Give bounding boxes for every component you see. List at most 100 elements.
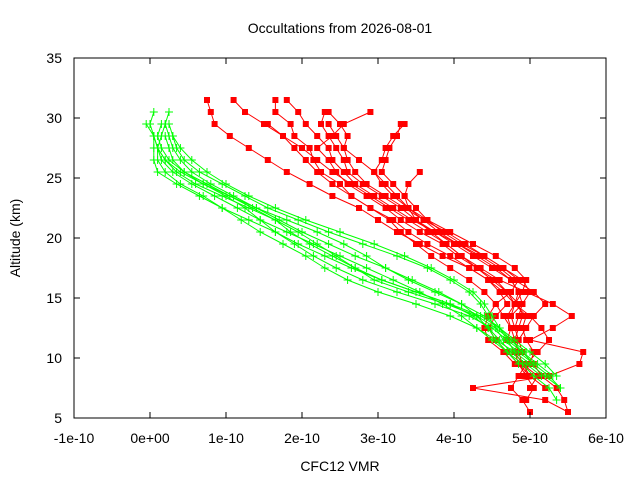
data-point [290,240,299,248]
data-point [508,277,514,283]
data-point [523,289,530,295]
data-point [291,145,298,151]
data-point [157,120,166,128]
data-point [325,145,332,151]
data-point [244,216,253,224]
data-point [446,312,455,320]
x-tick-label: 5e-10 [512,430,548,446]
data-point [413,241,419,247]
data-point [237,216,246,224]
data-point [306,145,313,151]
data-point [462,241,469,247]
data-point [397,205,404,211]
data-point [348,181,355,187]
data-point [397,229,404,235]
data-point [168,132,177,140]
data-point [149,108,158,116]
data-point [546,337,552,343]
data-point [465,312,474,320]
data-point [325,157,332,163]
data-point [530,385,537,391]
data-point [378,169,385,175]
data-point [538,325,545,331]
data-point [454,253,461,259]
data-point [378,157,385,163]
data-point [204,97,210,103]
data-point [339,240,348,248]
profile-series [161,132,557,380]
data-point [272,97,279,103]
data-point [537,372,546,380]
series-line [153,135,535,365]
data-point [191,180,200,188]
data-point [344,157,351,163]
profile-series [371,121,522,331]
series-line [145,123,542,377]
data-point [367,109,374,115]
data-point [523,277,530,283]
data-point [314,133,321,139]
data-point [413,205,419,211]
y-tick-label: 20 [46,230,62,246]
x-tick-label: 4e-10 [436,430,472,446]
data-point [523,325,530,331]
data-point [405,229,412,235]
data-point [333,169,340,175]
data-point [503,348,512,356]
data-point [473,253,480,259]
data-point [329,133,336,139]
data-point [523,313,530,319]
data-point [180,168,189,176]
data-point [447,265,454,271]
data-point [466,277,473,283]
data-point [377,276,386,284]
data-point [481,289,488,295]
data-point [272,109,279,115]
x-tick-label: 6e-10 [588,430,624,446]
data-point [180,156,189,164]
data-point [218,204,227,212]
data-point [207,109,214,115]
data-point [325,109,332,115]
data-point [511,325,518,331]
data-point [470,253,476,259]
data-point [542,301,549,307]
data-point [230,97,237,103]
data-point [466,265,473,271]
data-point [321,109,328,115]
data-point [318,121,324,127]
data-point [340,121,347,127]
data-point [432,229,438,235]
data-point [271,216,280,224]
data-point [446,300,455,308]
data-point [165,144,173,152]
data-point [511,301,518,307]
data-point [343,276,352,284]
data-point [314,169,321,175]
data-point [371,193,378,199]
series-line [157,123,557,377]
plot-data [142,97,587,415]
data-point [580,349,587,355]
data-point [416,169,423,175]
data-point [187,168,196,176]
data-point [515,301,522,307]
data-point [374,288,382,296]
data-point [424,229,431,235]
data-point [382,181,389,187]
data-point [337,121,343,127]
data-point [394,193,400,199]
data-point [195,168,204,176]
data-point [439,229,446,235]
data-point [503,336,512,344]
data-point [519,313,526,319]
profile-series [168,132,531,356]
data-point [515,289,522,295]
data-point [378,181,385,187]
data-point [363,193,370,199]
data-point [401,193,408,199]
data-point [556,384,565,392]
data-point [470,385,476,391]
data-point [153,132,162,140]
data-point [324,228,333,236]
